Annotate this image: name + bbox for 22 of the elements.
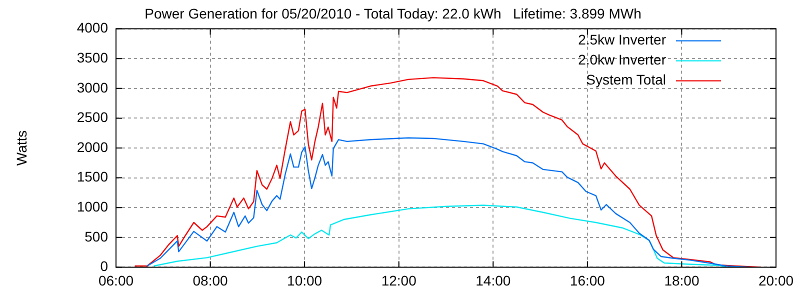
y-tick-label: 1000 <box>76 198 108 214</box>
x-tick-label: 20:00 <box>758 272 794 288</box>
x-tick-label: 16:00 <box>570 272 606 288</box>
x-tick-label: 06:00 <box>98 272 134 288</box>
y-tick-label: 0 <box>100 258 108 274</box>
x-tick-label: 12:00 <box>381 272 417 288</box>
y-tick-label: 1500 <box>76 168 108 185</box>
legend-label: 2.0kw Inverter <box>578 52 666 68</box>
legend-label: 2.5kw Inverter <box>578 32 666 48</box>
y-tick-label: 2000 <box>76 138 108 155</box>
x-tick-label: 18:00 <box>664 272 700 288</box>
x-tick-label: 08:00 <box>192 272 228 288</box>
chart-title: Power Generation for 05/20/2010 - Total Today: 22.0 kWh Lifetime: 3.899 MWh <box>144 5 642 22</box>
y-axis-title: Watts <box>13 130 30 166</box>
y-tick-label: 2500 <box>76 109 108 126</box>
y-tick-label: 500 <box>84 228 108 244</box>
legend-label: System Total <box>586 72 666 88</box>
y-tick-label: 4000 <box>76 20 108 36</box>
y-tick-label: 3000 <box>76 79 108 96</box>
x-tick-label: 10:00 <box>287 272 322 288</box>
y-tick-label: 3500 <box>76 49 108 66</box>
x-tick-label: 14:00 <box>476 272 511 288</box>
